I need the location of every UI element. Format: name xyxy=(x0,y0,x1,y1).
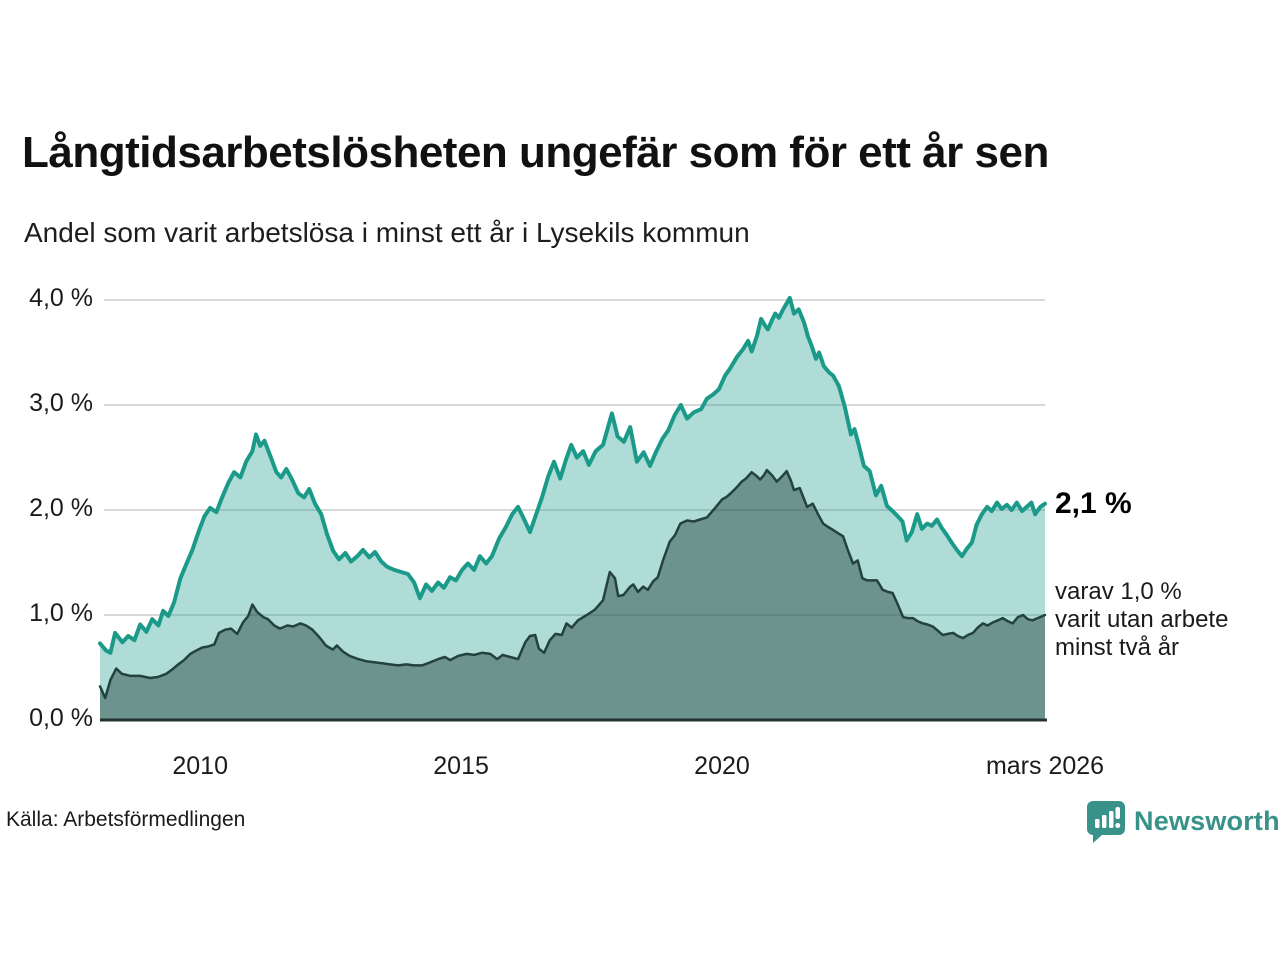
newsworthy-wordmark: Newsworthy xyxy=(1134,805,1280,836)
x-tick-label: 2020 xyxy=(694,752,750,780)
series-line-minst-ett-ar xyxy=(98,295,1047,655)
x-tick-label: mars 2026 xyxy=(985,752,1105,780)
newsworthy-logo-icon xyxy=(1087,801,1125,843)
y-tick-label: 0,0 % xyxy=(29,704,93,732)
end-value-label-breakdown: varav 1,0 % varit utan arbete minst två … xyxy=(1055,578,1229,661)
y-tick-label: 2,0 % xyxy=(29,494,93,522)
end-value-label-total: 2,1 % xyxy=(1055,487,1132,520)
x-tick-label: 2010 xyxy=(172,752,228,780)
page-subtitle: Andel som varit arbetslösa i minst ett å… xyxy=(24,217,750,248)
x-tick-label: 2015 xyxy=(433,752,489,780)
y-tick-label: 1,0 % xyxy=(29,599,93,627)
page-title: Långtidsarbetslösheten ungefär som för e… xyxy=(22,128,1049,177)
source-note: Källa: Arbetsförmedlingen xyxy=(6,808,246,831)
series-line-minst-tva-ar xyxy=(98,468,1047,700)
series-area-minst-ett-ar xyxy=(100,297,1045,720)
y-tick-label: 3,0 % xyxy=(29,389,93,417)
series-area-minst-tva-ar xyxy=(100,470,1045,720)
y-tick-label: 4,0 % xyxy=(29,284,93,312)
newsworthy-brand: Newsworthy xyxy=(1087,799,1280,843)
